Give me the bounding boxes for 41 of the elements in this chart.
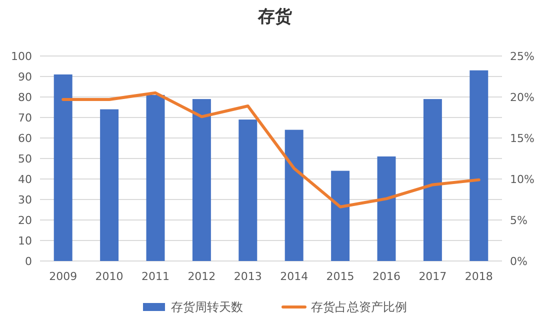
y-tick-label: 100 <box>11 50 32 63</box>
y2-tick-label: 10% <box>510 173 534 186</box>
x-tick-label: 2012 <box>188 270 216 283</box>
x-tick-label: 2014 <box>280 270 308 283</box>
bar <box>54 74 72 261</box>
bar <box>331 170 350 261</box>
y-tick-label: 30 <box>18 194 32 206</box>
line-series <box>62 91 480 208</box>
x-tick-label: 2016 <box>372 270 400 283</box>
legend-label: 存货周转天数 <box>171 300 243 314</box>
y-tick-label: 50 <box>18 152 32 166</box>
y2-tick-label: 5% <box>510 214 528 227</box>
legend-label: 存货占总资产比例 <box>311 300 407 314</box>
y-tick-label: 40 <box>18 173 32 186</box>
bar <box>146 94 165 261</box>
bar <box>284 130 304 261</box>
y2-tick-label: 0% <box>510 255 528 268</box>
y-tick-label: 0 <box>25 255 32 268</box>
bar <box>423 99 442 261</box>
y-tick-label: 20 <box>18 214 32 227</box>
chart-title: 存货 <box>257 7 293 27</box>
y-tick-label: 80 <box>18 91 32 104</box>
x-tick-label: 2015 <box>326 270 354 283</box>
y2-tick-label: 15% <box>510 132 534 145</box>
x-tick-label: 2018 <box>464 270 493 283</box>
y-tick-label: 60 <box>18 132 32 145</box>
x-tick-label: 2017 <box>418 270 447 283</box>
y-tick-label: 90 <box>18 70 32 84</box>
y-tick-label: 70 <box>18 112 32 124</box>
bar <box>470 70 488 261</box>
bar <box>238 120 258 261</box>
y2-tick-label: 20% <box>510 91 534 104</box>
bar <box>377 156 396 261</box>
x-tick-label: 2009 <box>49 270 78 283</box>
x-tick-label: 2013 <box>234 270 262 283</box>
bar <box>192 99 211 261</box>
bar <box>100 109 119 261</box>
y2-tick-label: 25% <box>510 50 534 63</box>
x-tick-label: 2010 <box>95 270 124 283</box>
y-tick-label: 10 <box>18 234 32 248</box>
x-tick-label: 2011 <box>142 270 170 283</box>
